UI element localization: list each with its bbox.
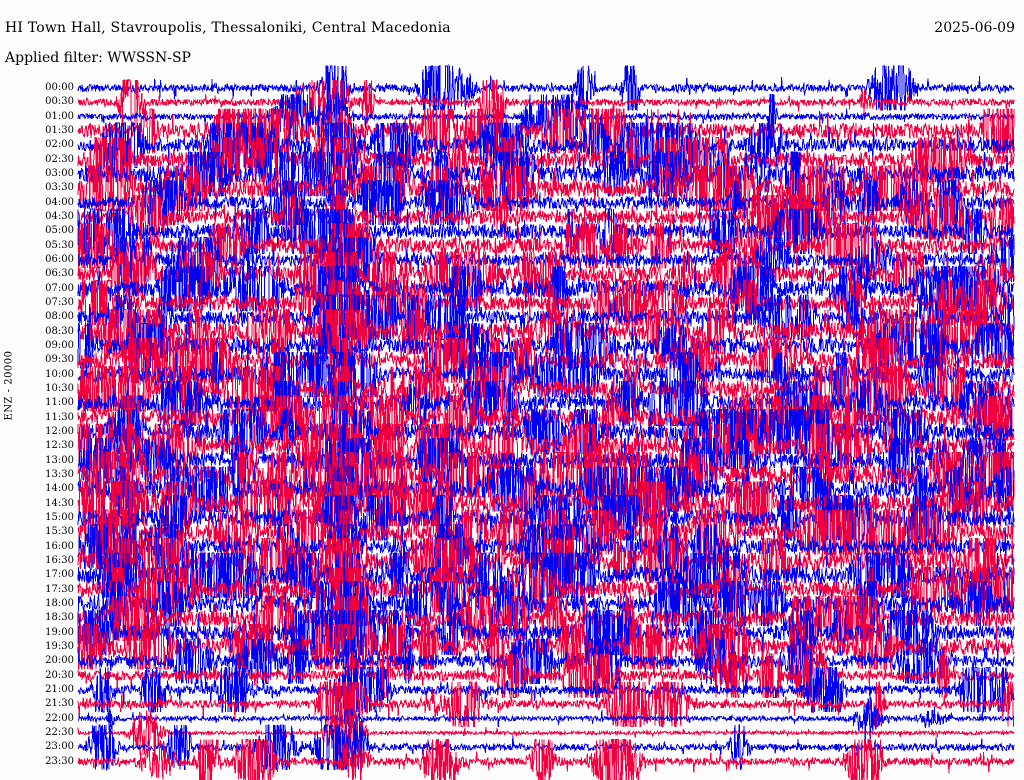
trace-line [77,150,1015,199]
time-tick-label: 04:30 [45,210,74,222]
time-tick-label: 18:00 [45,597,74,609]
time-tick-label: 13:30 [45,468,74,480]
time-tick-label: 11:30 [45,411,74,423]
trace-line [77,594,1015,642]
time-tick-label: 01:30 [45,124,74,136]
time-tick-label: 21:30 [45,698,74,710]
date-label: 2025-06-09 [934,20,1015,36]
time-tick-label: 04:00 [45,196,74,208]
time-tick-label: 20:00 [45,655,74,667]
trace-line [77,293,1015,342]
time-tick-label: 15:30 [45,526,74,538]
time-tick-label: 07:30 [45,296,74,308]
time-tick-label: 13:00 [45,454,74,466]
time-tick-label: 17:00 [45,569,74,581]
time-tick-label: 10:30 [45,382,74,394]
applied-filter-label: Applied filter: WWSSN-SP [5,50,191,66]
time-tick-label: 00:30 [45,96,74,108]
time-tick-label: 08:00 [45,311,74,323]
page-title: HI Town Hall, Stavroupolis, Thessaloniki… [5,20,451,36]
time-tick-label: 01:00 [45,110,74,122]
time-tick-label: 21:00 [45,683,74,695]
time-tick-label: 03:30 [45,182,74,194]
trace-line [77,192,1015,241]
time-tick-label: 03:00 [45,167,74,179]
trace-line [77,710,1015,756]
time-tick-label: 05:30 [45,239,74,251]
time-tick-label: 19:00 [45,626,74,638]
trace-line [77,165,1015,213]
time-tick-label: 14:00 [45,483,74,495]
trace-line [77,221,1015,270]
trace-line [77,63,1015,112]
trace-line [77,307,1015,355]
time-tick-label: 06:30 [45,268,74,280]
time-tick-label: 02:30 [45,153,74,165]
time-tick-label: 22:30 [45,726,74,738]
trace-line [77,121,1015,169]
time-tick-label: 14:30 [45,497,74,509]
time-tick-label: 02:00 [45,139,74,151]
time-tick-label: 06:00 [45,253,74,265]
time-tick-label: 10:00 [45,368,74,380]
trace-line [77,422,1015,471]
trace-line [77,697,1015,741]
time-tick-label: 08:30 [45,325,74,337]
time-tick-label: 16:30 [45,554,74,566]
trace-line [77,366,1015,413]
time-tick-label: 00:00 [45,82,74,93]
time-tick-label: 18:30 [45,612,74,624]
time-tick-label: 23:30 [45,755,74,767]
trace-line [77,336,1015,384]
trace-line [77,637,1015,685]
time-tick-label: 09:30 [45,354,74,366]
trace-line [77,380,1015,426]
time-tick-label: 05:00 [45,225,74,237]
trace-line [77,179,1015,226]
time-tick-label: 15:00 [45,511,74,523]
trace-line [77,552,1015,600]
trace-line [77,465,1015,513]
time-tick-label: 07:00 [45,282,74,294]
time-tick-label: 20:30 [45,669,74,681]
trace-line [77,681,1014,727]
time-tick-label: 11:00 [45,397,74,409]
time-tick-label: 22:00 [45,712,74,724]
trace-line [77,737,1015,780]
trace-line [77,279,1015,328]
time-tick-label: 16:00 [45,540,74,552]
time-tick-label: 17:30 [45,583,74,595]
time-tick-label: 12:00 [45,425,74,437]
time-tick-label: 12:30 [45,440,74,452]
trace-line [77,666,1015,714]
trace-line [77,135,1015,183]
time-tick-label: 19:30 [45,640,74,652]
time-tick-label: 09:00 [45,339,74,351]
time-tick-label: 23:00 [45,741,74,753]
trace-line [77,651,1015,699]
